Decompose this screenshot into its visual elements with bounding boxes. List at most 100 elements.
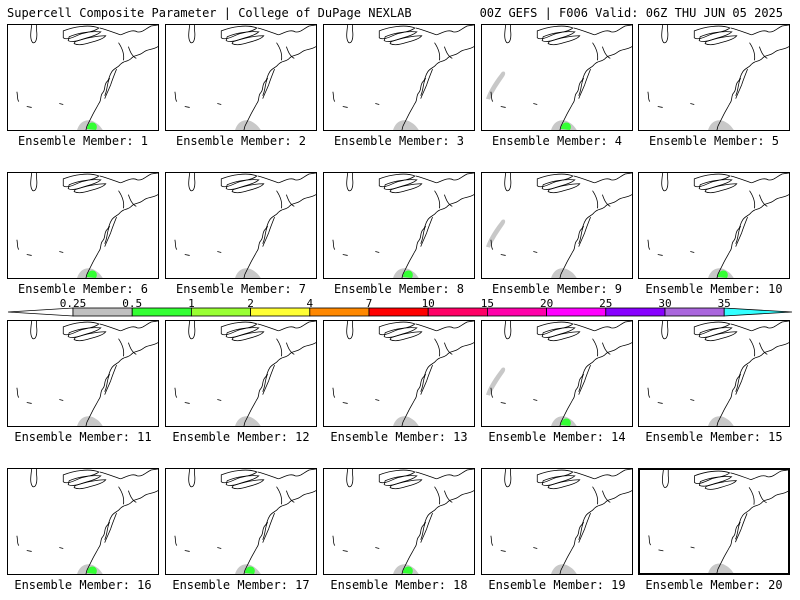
coastline xyxy=(690,546,695,549)
coastline xyxy=(260,64,279,93)
coastline xyxy=(578,521,584,540)
coastline xyxy=(30,469,38,488)
coastline xyxy=(257,25,316,36)
coastline xyxy=(188,469,196,488)
colorbar-segment xyxy=(605,307,666,317)
coastline xyxy=(104,77,110,96)
coastline xyxy=(401,536,420,574)
coastline xyxy=(741,365,748,381)
coastline xyxy=(690,103,695,105)
ensemble-member-map-19[interactable] xyxy=(481,468,633,575)
coastline xyxy=(748,487,755,505)
coastline xyxy=(217,103,222,105)
ensemble-member-map-15[interactable] xyxy=(638,320,790,427)
coastline xyxy=(383,475,418,486)
coastline xyxy=(500,550,506,552)
page-title: Supercell Composite Parameter | College … xyxy=(7,6,412,20)
coastline xyxy=(716,388,735,426)
coastline xyxy=(594,490,632,509)
coastline xyxy=(559,388,578,426)
coastline xyxy=(401,92,420,130)
coastline xyxy=(243,92,262,130)
ensemble-member-map-2[interactable] xyxy=(165,24,317,131)
coastline xyxy=(592,190,599,209)
coastline xyxy=(584,513,591,529)
colorbar-high-arrow xyxy=(723,307,793,317)
member-label: Ensemble Member: 8 xyxy=(333,282,465,296)
ensemble-member-map-10[interactable] xyxy=(638,172,790,279)
coastline xyxy=(30,173,38,192)
ensemble-member-map-7[interactable] xyxy=(165,172,317,279)
coastline xyxy=(342,550,348,552)
coastline xyxy=(342,254,348,256)
coastline xyxy=(735,373,741,392)
ensemble-member-map-6[interactable] xyxy=(7,172,159,279)
coastline xyxy=(733,212,752,241)
coastline xyxy=(741,69,748,85)
coastline xyxy=(578,77,584,96)
coastline xyxy=(262,232,269,247)
map-canvas xyxy=(332,173,474,278)
coastline xyxy=(59,251,64,253)
coastline xyxy=(128,46,137,59)
coastline xyxy=(26,402,32,404)
coastline xyxy=(733,508,752,537)
ensemble-member-map-20[interactable] xyxy=(638,468,790,575)
ensemble-member-map-18[interactable] xyxy=(323,468,475,575)
coastline xyxy=(426,69,433,85)
ensemble-member-map-1[interactable] xyxy=(7,24,159,131)
member-label: Ensemble Member: 19 xyxy=(488,578,626,592)
coastline xyxy=(444,194,453,207)
coastline xyxy=(184,550,190,552)
ensemble-member-map-5[interactable] xyxy=(638,24,790,131)
coastline xyxy=(434,190,441,209)
coastline xyxy=(286,46,295,59)
coastline xyxy=(533,399,538,401)
coastline xyxy=(243,240,262,278)
colorbar-tick-label: 0.5 xyxy=(122,297,143,310)
coastline xyxy=(278,46,316,65)
colorbar xyxy=(7,307,793,317)
coastline xyxy=(257,321,316,332)
colorbar-segment xyxy=(309,307,370,317)
coastline xyxy=(174,387,178,398)
coastline xyxy=(257,173,316,184)
coastline xyxy=(578,528,585,543)
ensemble-member-map-14[interactable] xyxy=(481,320,633,427)
coastline xyxy=(751,194,789,213)
colorbar-tick-label: 0.25 xyxy=(59,297,87,310)
coastline xyxy=(104,84,111,99)
colorbar-segment xyxy=(427,307,488,317)
member-label: Ensemble Member: 14 xyxy=(488,430,626,444)
ensemble-member-map-3[interactable] xyxy=(323,24,475,131)
coastline xyxy=(559,92,578,130)
coastline xyxy=(602,342,611,355)
ensemble-member-map-8[interactable] xyxy=(323,172,475,279)
ensemble-member-map-4[interactable] xyxy=(481,24,633,131)
map-canvas xyxy=(174,25,316,130)
coastline xyxy=(592,486,599,505)
coastline xyxy=(759,342,768,355)
ensemble-member-map-9[interactable] xyxy=(481,172,633,279)
coastline xyxy=(99,469,158,480)
coastline xyxy=(184,402,190,404)
coastline xyxy=(657,254,663,256)
coastline xyxy=(576,508,595,537)
ensemble-member-map-16[interactable] xyxy=(7,468,159,575)
coastline xyxy=(401,240,420,278)
coastline xyxy=(99,25,158,36)
coastline xyxy=(648,535,652,546)
scp-shading-southeast xyxy=(708,120,734,130)
coastline xyxy=(592,42,599,61)
coastline xyxy=(704,331,738,342)
coastline xyxy=(576,360,595,389)
coastline xyxy=(231,331,265,342)
coastline xyxy=(243,388,262,426)
member-label: Ensemble Member: 20 xyxy=(645,578,783,592)
coastline xyxy=(85,388,104,426)
ensemble-member-map-17[interactable] xyxy=(165,468,317,575)
ensemble-member-map-11[interactable] xyxy=(7,320,159,427)
ensemble-member-map-12[interactable] xyxy=(165,320,317,427)
coastline xyxy=(375,103,380,105)
ensemble-member-map-13[interactable] xyxy=(323,320,475,427)
